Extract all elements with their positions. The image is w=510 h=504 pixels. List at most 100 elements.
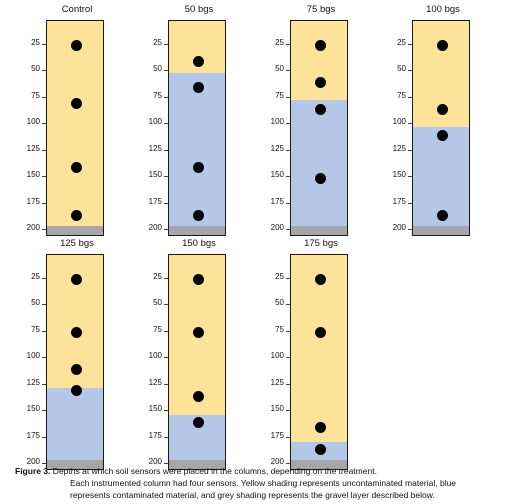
panel-title: 125 bgs (60, 238, 94, 249)
depth-tick-label: 200 (0, 223, 46, 232)
depth-tick-label: 125 (0, 378, 46, 387)
sensor-dot (70, 40, 82, 51)
panel-5: 150 bgs 25 50 75 100 125 150 175 200 (122, 238, 232, 478)
depth-tick-label: 150 (0, 170, 46, 179)
depth-tick-label: 125 (244, 378, 290, 387)
depth-tick-label: 50 (244, 64, 290, 73)
depth-tick-label: 25 (0, 272, 46, 281)
sensor-dot (70, 98, 82, 110)
sensor-dot (70, 327, 82, 338)
depth-tick-label: 25 (122, 272, 168, 281)
sensor-dot (314, 40, 326, 51)
depth-tick-label: 100 (0, 117, 46, 126)
depth-tick-label: 75 (244, 91, 290, 100)
sensor-dot (314, 103, 326, 115)
gravel-layer (169, 226, 225, 235)
sensor-dot (192, 390, 204, 402)
sensor-dot (436, 40, 448, 51)
depth-tick-label: 175 (244, 431, 290, 440)
sensor-dot (314, 443, 326, 455)
panel-1: 50 bgs 25 50 75 100 125 150 175 200 (122, 4, 232, 244)
soil-column (412, 20, 470, 236)
sensor-dot (314, 327, 326, 338)
sensor-dot (70, 274, 82, 285)
depth-tick-label: 100 (244, 351, 290, 360)
sensor-dot (70, 161, 82, 173)
panel-2: 75 bgs 25 50 75 100 125 150 175 200 (244, 4, 354, 244)
depth-tick-label: 75 (0, 91, 46, 100)
gravel-layer (413, 226, 469, 235)
soil-column (290, 254, 348, 470)
figure-caption: Figure 3. Depths at which soil sensors w… (15, 465, 505, 501)
soil-column (46, 20, 104, 236)
depth-tick-label: 50 (0, 298, 46, 307)
gravel-layer (291, 226, 347, 235)
panel-title: 175 bgs (304, 238, 338, 249)
sensor-dot (192, 274, 204, 285)
depth-tick-label: 75 (244, 325, 290, 334)
depth-tick-label: 200 (122, 223, 168, 232)
depth-tick-label: 150 (366, 170, 412, 179)
sensor-dot (192, 209, 204, 221)
depth-tick-label: 100 (122, 351, 168, 360)
depth-tick-label: 200 (244, 223, 290, 232)
panel-title: 75 bgs (306, 4, 336, 15)
depth-tick-label: 125 (366, 144, 412, 153)
depth-tick-label: 100 (0, 351, 46, 360)
depth-tick-label: 125 (122, 144, 168, 153)
depth-tick-label: 25 (244, 272, 290, 281)
caption-line-3: represents contaminated material, and gr… (70, 490, 435, 500)
sensor-dot (192, 417, 204, 429)
contaminated-layer (47, 388, 103, 469)
caption-label: Figure 3. (15, 466, 51, 476)
contaminated-layer (169, 73, 225, 235)
depth-tick-label: 75 (366, 91, 412, 100)
depth-tick-label: 200 (366, 223, 412, 232)
sensor-dot (70, 364, 82, 376)
depth-tick-label: 175 (122, 431, 168, 440)
caption-line-1: Depths at which soil sensors were placed… (50, 466, 377, 476)
soil-column (290, 20, 348, 236)
sensor-dot (436, 103, 448, 115)
soil-column (168, 254, 226, 470)
depth-tick-label: 25 (122, 38, 168, 47)
depth-tick-label: 200 (0, 457, 46, 466)
depth-tick-label: 100 (366, 117, 412, 126)
sensor-dot (192, 55, 204, 67)
sensor-dot (314, 77, 326, 89)
soil-column (168, 20, 226, 236)
depth-tick-label: 50 (0, 64, 46, 73)
sensor-dot (192, 161, 204, 173)
sensor-dot (70, 385, 82, 397)
sensor-dot (192, 82, 204, 94)
depth-tick-label: 25 (0, 38, 46, 47)
gravel-layer (291, 460, 347, 469)
caption-line-2: Each instrumented column had four sensor… (70, 478, 457, 488)
depth-tick-label: 50 (366, 64, 412, 73)
sensor-dot (436, 209, 448, 221)
depth-tick-label: 150 (122, 170, 168, 179)
panel-6: 175 bgs 25 50 75 100 125 150 175 200 (244, 238, 354, 478)
depth-tick-label: 50 (122, 64, 168, 73)
sensor-dot (314, 422, 326, 434)
depth-tick-label: 25 (366, 38, 412, 47)
sensor-dot (314, 274, 326, 285)
gravel-layer (47, 460, 103, 469)
sensor-dot (192, 327, 204, 338)
depth-tick-label: 150 (122, 404, 168, 413)
depth-tick-label: 50 (244, 298, 290, 307)
panel-title: 100 bgs (426, 4, 460, 15)
sensor-dot (436, 130, 448, 142)
depth-tick-label: 100 (244, 117, 290, 126)
depth-tick-label: 75 (122, 91, 168, 100)
sensor-dot (70, 209, 82, 221)
sensor-dot (314, 172, 326, 184)
contaminated-layer (291, 100, 347, 235)
depth-tick-label: 75 (0, 325, 46, 334)
depth-tick-label: 175 (0, 197, 46, 206)
depth-tick-label: 25 (244, 38, 290, 47)
soil-column (46, 254, 104, 470)
gravel-layer (169, 460, 225, 469)
depth-tick-label: 150 (244, 170, 290, 179)
depth-tick-label: 125 (122, 378, 168, 387)
